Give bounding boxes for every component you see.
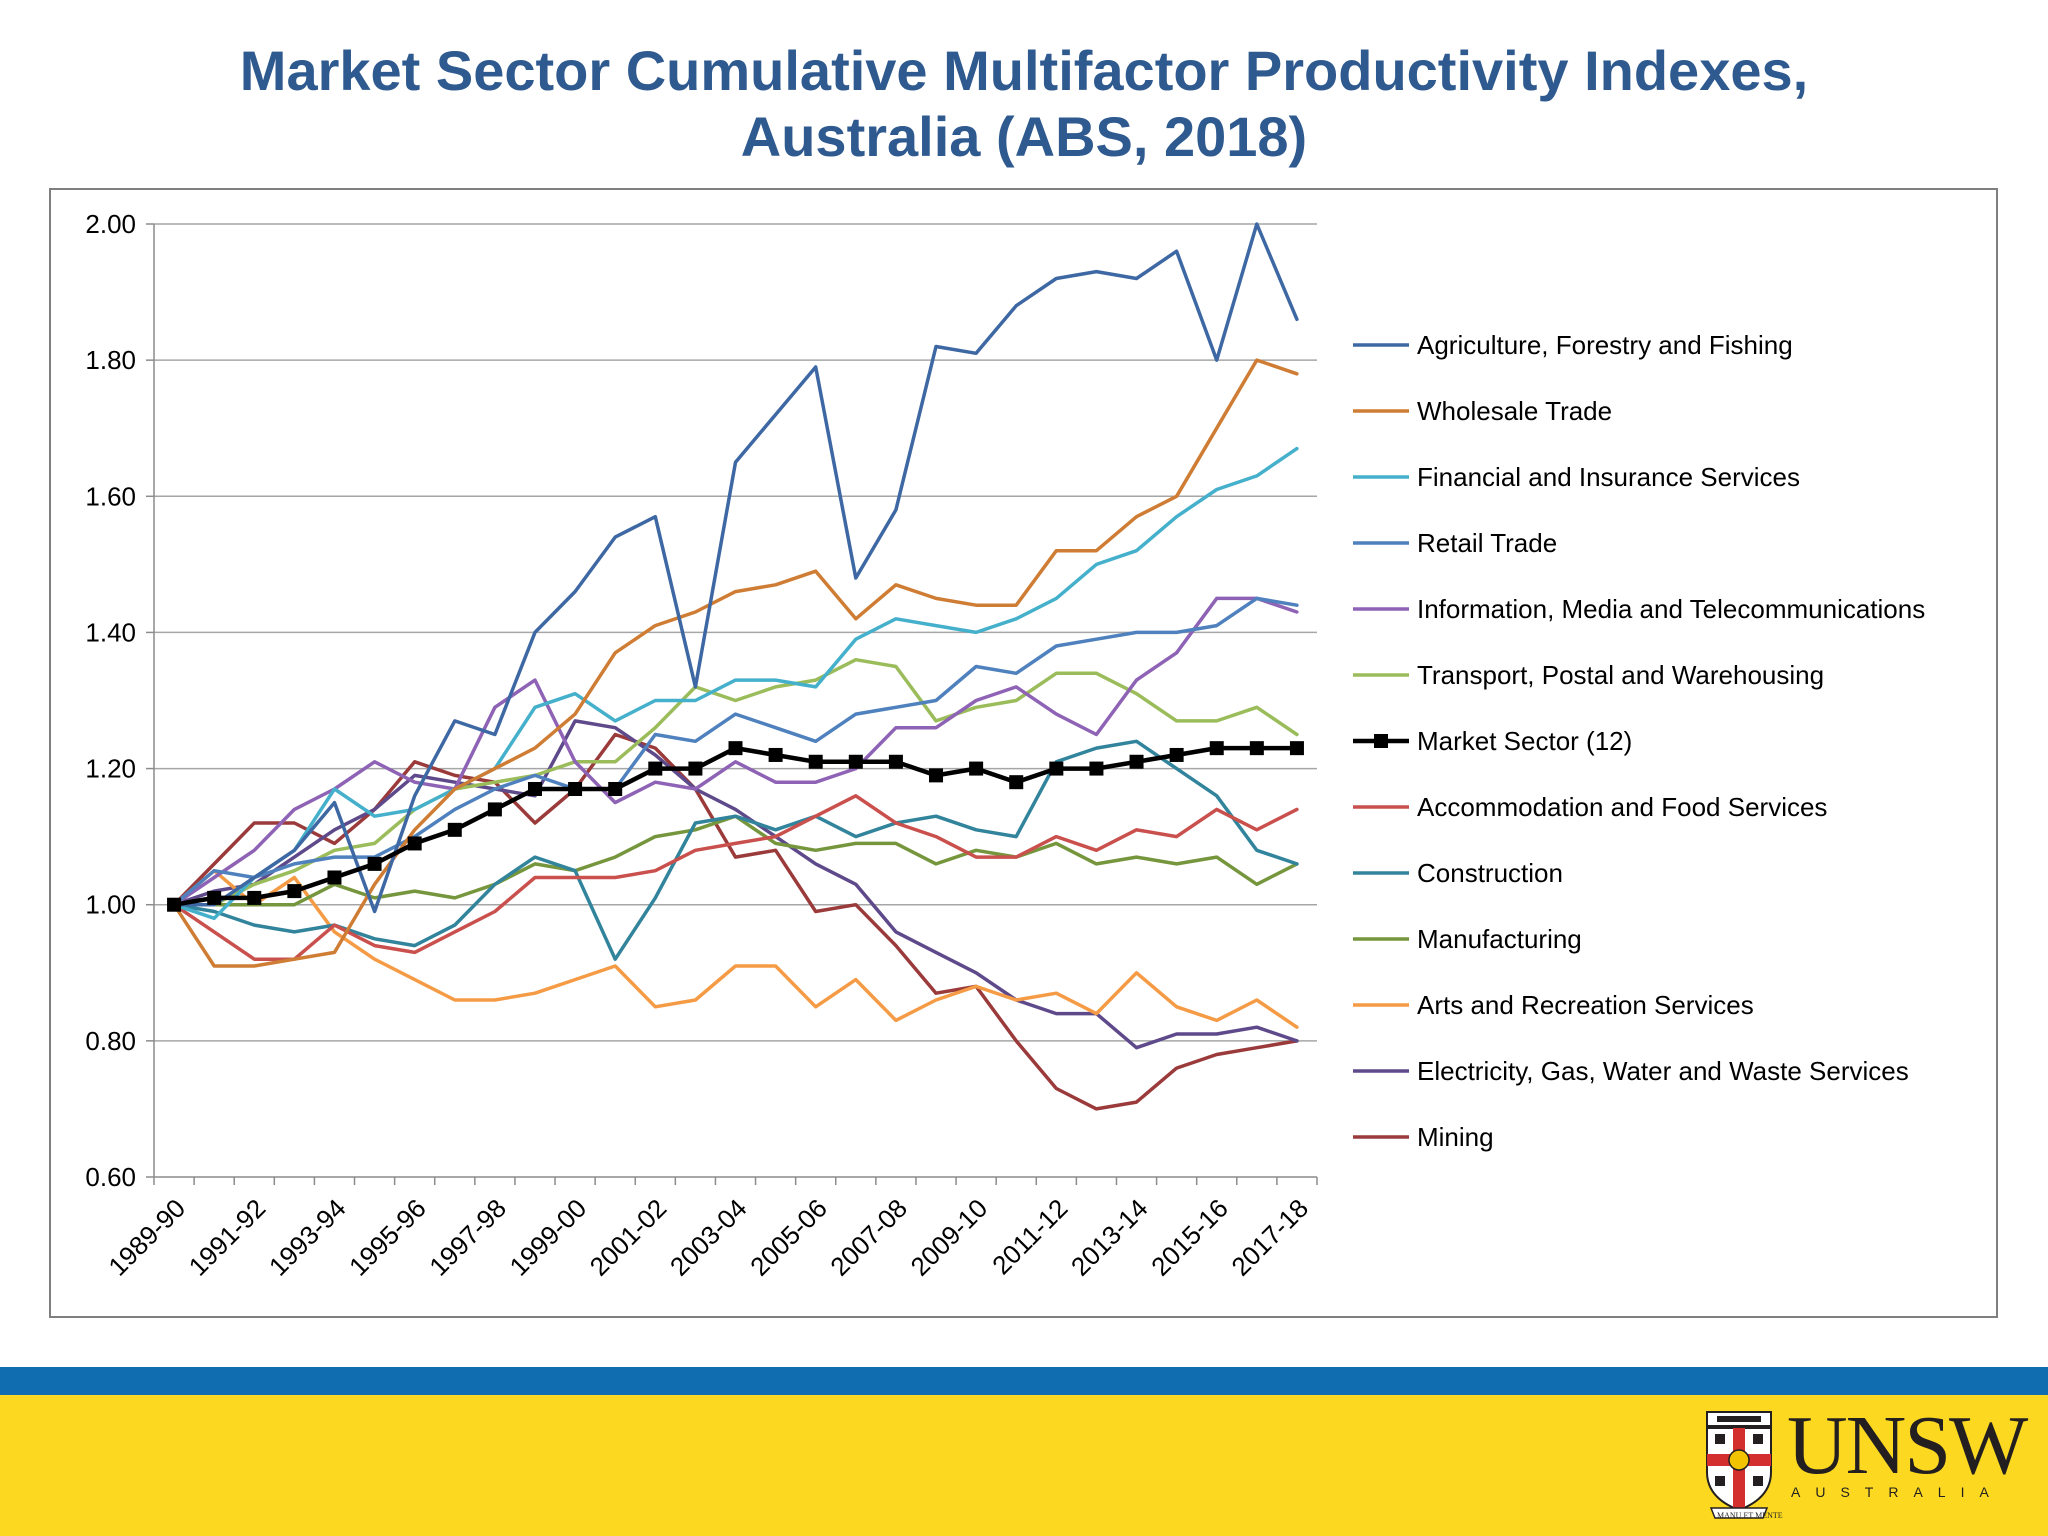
series-point-market-sector-12 — [1129, 754, 1144, 769]
series-line-arts-and-recreation-services — [172, 868, 1299, 1029]
y-tick-label: 2.00 — [85, 209, 136, 239]
legend-label-agriculture-forestry-and-fishing: Agriculture, Forestry and Fishing — [1417, 330, 1793, 360]
x-tick-label: 1997-98 — [423, 1193, 512, 1282]
series-point-market-sector-12 — [1089, 761, 1104, 776]
legend-label-manufacturing: Manufacturing — [1417, 924, 1582, 954]
unsw-logo: UNSW AUSTRALIA MANU ET MENTE — [1703, 1404, 2028, 1526]
legend-label-electricity-gas-water-and-waste-services: Electricity, Gas, Water and Waste Servic… — [1417, 1056, 1909, 1086]
series-point-market-sector-12 — [407, 836, 422, 851]
series-line-construction — [172, 739, 1299, 961]
series-line-mining — [172, 732, 1299, 1111]
series-point-market-sector-12 — [1169, 747, 1184, 762]
legend-label-information-media-and-telecommunications: Information, Media and Telecommunication… — [1417, 594, 1925, 624]
legend-label-accommodation-and-food-services: Accommodation and Food Services — [1417, 792, 1827, 822]
legend-label-mining: Mining — [1417, 1122, 1494, 1152]
y-tick-label: 1.00 — [85, 890, 136, 920]
chart-frame: 0.60 0.80 1.00 1.20 1.40 1.60 1.80 2.00 1989-90 1… — [49, 188, 1998, 1318]
series-point-market-sector-12 — [1049, 761, 1064, 776]
x-tick-label: 2013-14 — [1065, 1193, 1154, 1282]
series-point-market-sector-12 — [648, 761, 663, 776]
x-tick-label: 2001-02 — [584, 1193, 673, 1282]
y-tick-label: 1.40 — [85, 617, 136, 647]
chart-title: Market Sector Cumulative Multifactor Pro… — [0, 38, 2048, 170]
series-line-accommodation-and-food-services — [172, 794, 1299, 961]
series-line-wholesale-trade — [172, 358, 1299, 968]
line-chart: 0.600.801.001.201.401.601.802.001989-901… — [85, 209, 1925, 1282]
title-line-2: Australia (ABS, 2018) — [740, 105, 1308, 168]
x-tick-label: 2003-04 — [664, 1193, 753, 1282]
series-point-market-sector-12 — [1209, 741, 1224, 756]
series-point-market-sector-12 — [247, 890, 262, 905]
series-point-market-sector-12 — [367, 856, 382, 871]
series-point-market-sector-12 — [1249, 741, 1264, 756]
crest-motto: MANU ET MENTE — [1717, 1511, 1783, 1520]
series-point-market-sector-12 — [447, 822, 462, 837]
series-line-transport-postal-and-warehousing — [172, 657, 1299, 907]
series-line-retail-trade — [172, 596, 1299, 907]
series-point-market-sector-12 — [888, 754, 903, 769]
series-point-market-sector-12 — [688, 761, 703, 776]
legend-label-market-sector-12: Market Sector (12) — [1417, 726, 1632, 756]
unsw-wordmark: UNSW — [1787, 1399, 2028, 1492]
series-point-market-sector-12 — [327, 870, 342, 885]
x-tick-label: 2005-06 — [744, 1193, 833, 1282]
series-point-market-sector-12 — [608, 781, 623, 796]
series-line-manufacturing — [172, 814, 1299, 907]
y-tick-label: 1.20 — [85, 754, 136, 784]
series-point-market-sector-12 — [1009, 775, 1024, 790]
series-line-agriculture-forestry-and-fishing — [172, 222, 1299, 914]
series-line-financial-and-insurance-services — [172, 446, 1299, 921]
series-point-market-sector-12 — [287, 884, 302, 899]
legend-label-wholesale-trade: Wholesale Trade — [1417, 396, 1612, 426]
x-tick-label: 1999-00 — [504, 1193, 593, 1282]
legend-marker-market-sector-12 — [1374, 734, 1388, 748]
x-tick-label: 1989-90 — [102, 1193, 191, 1282]
legend-label-financial-and-insurance-services: Financial and Insurance Services — [1417, 462, 1800, 492]
series-point-market-sector-12 — [969, 761, 984, 776]
series-point-market-sector-12 — [848, 754, 863, 769]
series-line-electricity-gas-water-and-waste-services — [172, 719, 1299, 1050]
series-point-market-sector-12 — [527, 781, 542, 796]
series-point-market-sector-12 — [768, 747, 783, 762]
series-line-information-media-and-telecommunications — [172, 596, 1299, 907]
legend-label-retail-trade: Retail Trade — [1417, 528, 1557, 558]
y-tick-label: 0.60 — [85, 1162, 136, 1192]
series-point-market-sector-12 — [568, 781, 583, 796]
series-point-market-sector-12 — [207, 890, 222, 905]
footer-blue-band — [0, 1367, 2048, 1395]
x-tick-label: 1993-94 — [263, 1193, 352, 1282]
y-tick-label: 1.80 — [85, 345, 136, 375]
x-tick-label: 2009-10 — [905, 1193, 994, 1282]
x-tick-label: 2007-08 — [824, 1193, 913, 1282]
x-tick-label: 2017-18 — [1225, 1193, 1314, 1282]
series-point-market-sector-12 — [808, 754, 823, 769]
y-tick-label: 0.80 — [85, 1026, 136, 1056]
y-tick-label: 1.60 — [85, 481, 136, 511]
legend-label-construction: Construction — [1417, 858, 1563, 888]
australia-wordmark: AUSTRALIA — [1791, 1484, 2004, 1500]
series-point-market-sector-12 — [728, 741, 743, 756]
series-point-market-sector-12 — [1289, 741, 1304, 756]
series-point-market-sector-12 — [167, 897, 182, 912]
legend-label-transport-postal-and-warehousing: Transport, Postal and Warehousing — [1417, 660, 1824, 690]
x-tick-label: 1995-96 — [343, 1193, 432, 1282]
x-tick-label: 2015-16 — [1145, 1193, 1234, 1282]
title-line-1: Market Sector Cumulative Multifactor Pro… — [239, 39, 1809, 102]
crest-icon — [1706, 1411, 1772, 1519]
x-tick-label: 1991-92 — [183, 1193, 272, 1282]
series-point-market-sector-12 — [487, 802, 502, 817]
x-tick-label: 2011-12 — [986, 1193, 1073, 1280]
series-point-market-sector-12 — [929, 768, 944, 783]
legend-label-arts-and-recreation-services: Arts and Recreation Services — [1417, 990, 1754, 1020]
